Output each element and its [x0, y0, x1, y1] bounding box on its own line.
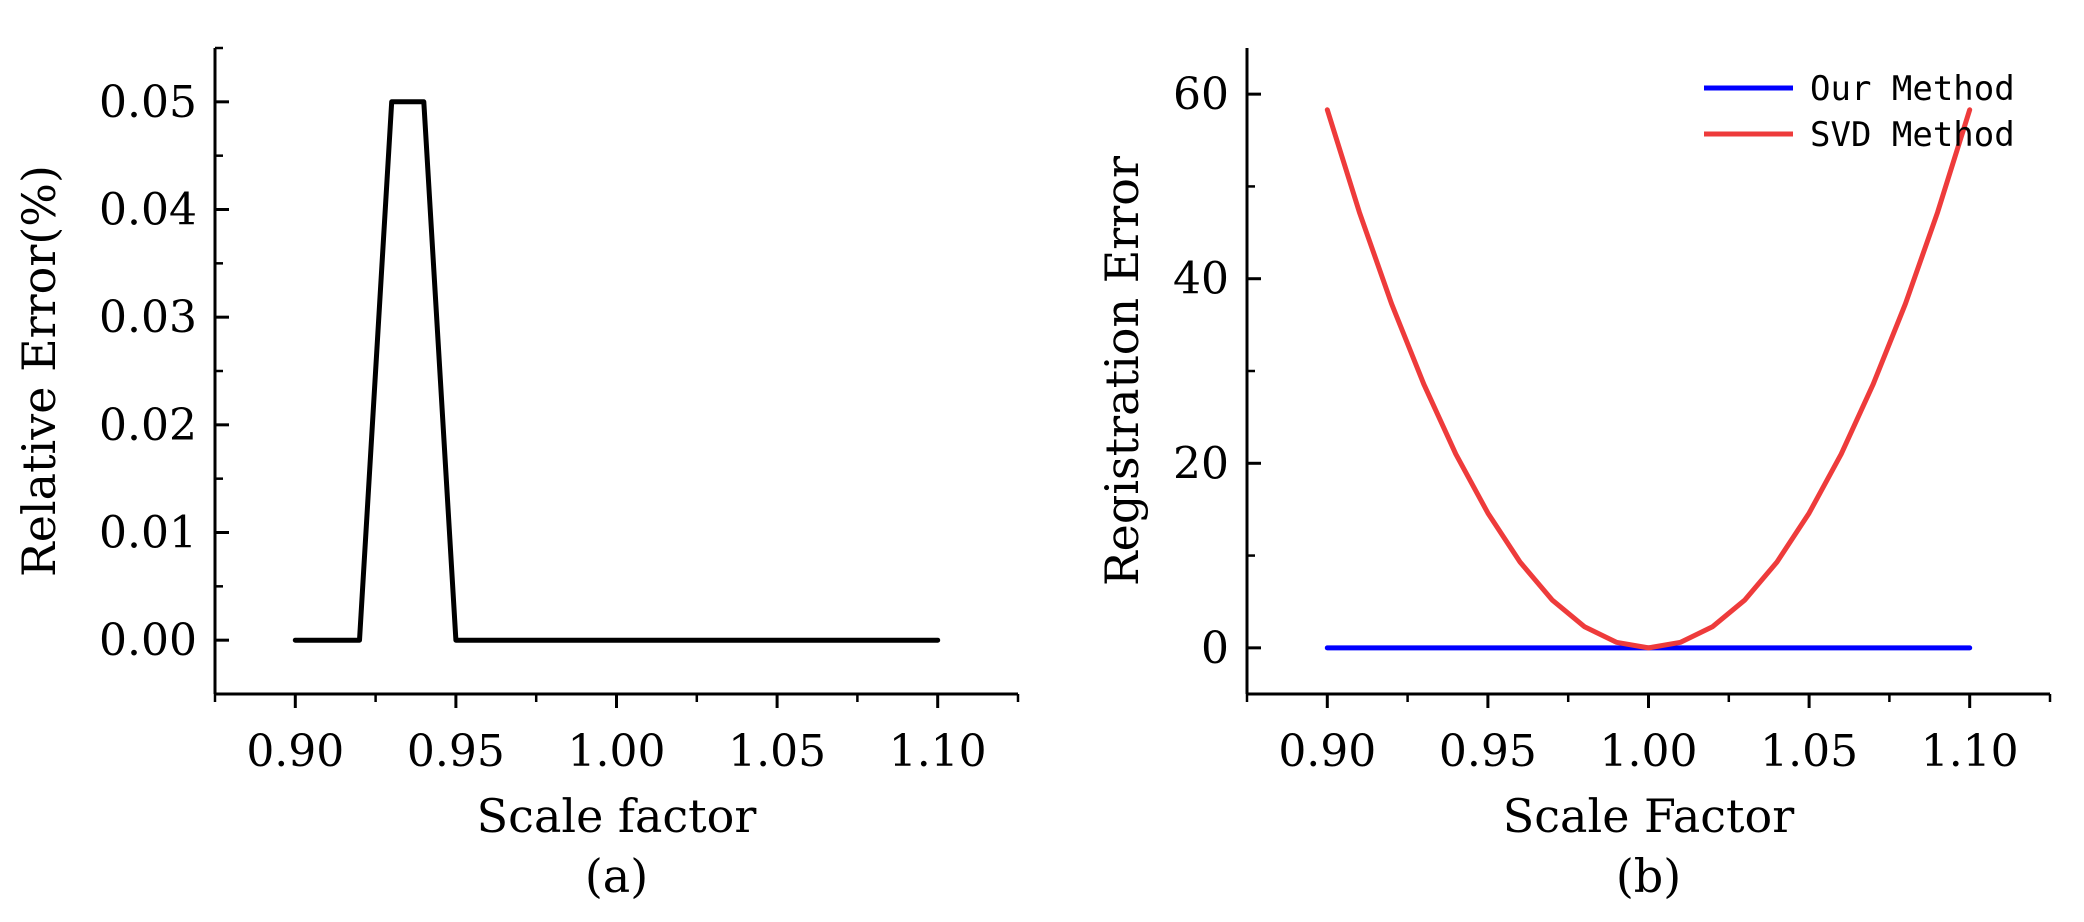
svd-method-line	[1324, 107, 1973, 651]
y-tick-label: 20	[1173, 438, 1229, 489]
chart-panel-a: 0.90 0.95 1.00 1.05 1.10 0.00 0.01 0.02 0.03 0.04…	[12, 46, 1020, 903]
chart-panel-b: 0.90 0.95 1.00 1.05 1.10 0 20 40 60 Scale Factor R…	[1095, 48, 2052, 903]
legend-label: Our Method	[1810, 69, 2015, 109]
y-axis-title: Relative Error(%)	[12, 165, 66, 577]
y-tick-label: 0.02	[99, 400, 197, 451]
y-axis-title: Registration Error	[1095, 156, 1149, 586]
legend: Our Method SVD Method	[1704, 69, 2015, 155]
y-tick-label: 0	[1201, 623, 1229, 674]
relative-error-line	[292, 99, 941, 643]
y-tick-label: 60	[1173, 69, 1229, 120]
y-tick-label: 0.03	[99, 292, 197, 343]
y-tick-label: 40	[1173, 254, 1229, 305]
x-axis-title: Scale Factor	[1503, 789, 1794, 843]
y-tick-label: 0.01	[99, 508, 197, 559]
panel-caption: (a)	[585, 849, 648, 903]
x-axis-title: Scale factor	[477, 789, 757, 843]
x-tick-label: 0.90	[1278, 726, 1376, 777]
x-tick-label: 1.00	[568, 726, 666, 777]
x-tick-label: 1.10	[1921, 726, 2019, 777]
y-tick-label: 0.00	[99, 615, 197, 666]
panel-caption: (b)	[1616, 849, 1681, 903]
x-tick-label: 0.95	[1439, 726, 1537, 777]
x-tick-label: 1.10	[889, 726, 987, 777]
x-tick-label: 0.95	[407, 726, 505, 777]
x-tick-label: 1.00	[1600, 726, 1698, 777]
x-tick-label: 1.05	[1760, 726, 1858, 777]
x-tick-label: 1.05	[728, 726, 826, 777]
y-tick-label: 0.05	[99, 77, 197, 128]
x-tick-label: 0.90	[246, 726, 344, 777]
y-tick-label: 0.04	[99, 185, 197, 236]
legend-label: SVD Method	[1810, 115, 2015, 155]
